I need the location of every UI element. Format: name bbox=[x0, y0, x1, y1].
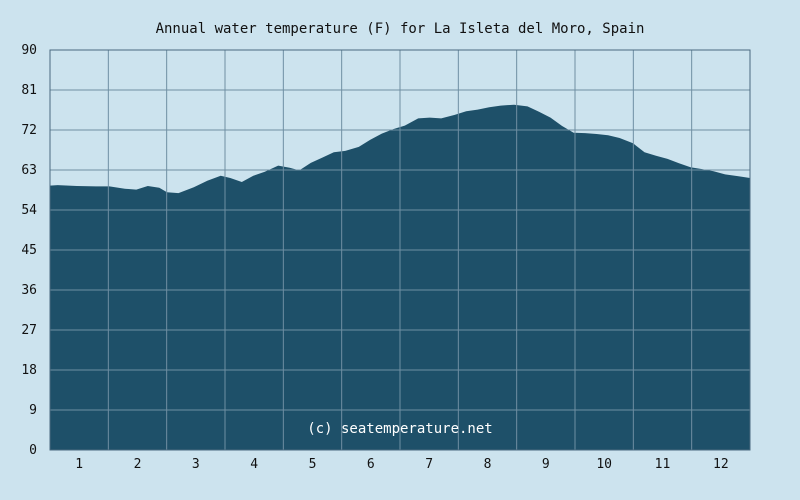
chart-title: Annual water temperature (F) for La Isle… bbox=[156, 21, 645, 37]
x-tick-label: 5 bbox=[309, 457, 317, 472]
x-tick-label: 1 bbox=[75, 457, 83, 472]
x-tick-label: 3 bbox=[192, 457, 200, 472]
x-tick-label: 8 bbox=[484, 457, 492, 472]
y-tick-label: 45 bbox=[21, 243, 37, 258]
x-tick-label: 12 bbox=[713, 457, 729, 472]
y-tick-label: 36 bbox=[21, 283, 37, 298]
y-tick-label: 0 bbox=[29, 443, 37, 458]
y-tick-label: 72 bbox=[21, 123, 37, 138]
y-tick-label: 63 bbox=[21, 163, 37, 178]
x-tick-label: 9 bbox=[542, 457, 550, 472]
y-tick-label: 9 bbox=[29, 403, 37, 418]
x-tick-label: 10 bbox=[596, 457, 612, 472]
y-tick-label: 18 bbox=[21, 363, 37, 378]
y-tick-label: 27 bbox=[21, 323, 37, 338]
y-tick-label: 90 bbox=[21, 43, 37, 58]
x-tick-label: 11 bbox=[655, 457, 671, 472]
x-tick-label: 2 bbox=[134, 457, 142, 472]
y-tick-label: 54 bbox=[21, 203, 37, 218]
y-tick-label: 81 bbox=[21, 83, 37, 98]
x-tick-label: 7 bbox=[425, 457, 433, 472]
credit-text: (c) seatemperature.net bbox=[307, 421, 492, 437]
x-tick-label: 6 bbox=[367, 457, 375, 472]
x-tick-label: 4 bbox=[250, 457, 258, 472]
